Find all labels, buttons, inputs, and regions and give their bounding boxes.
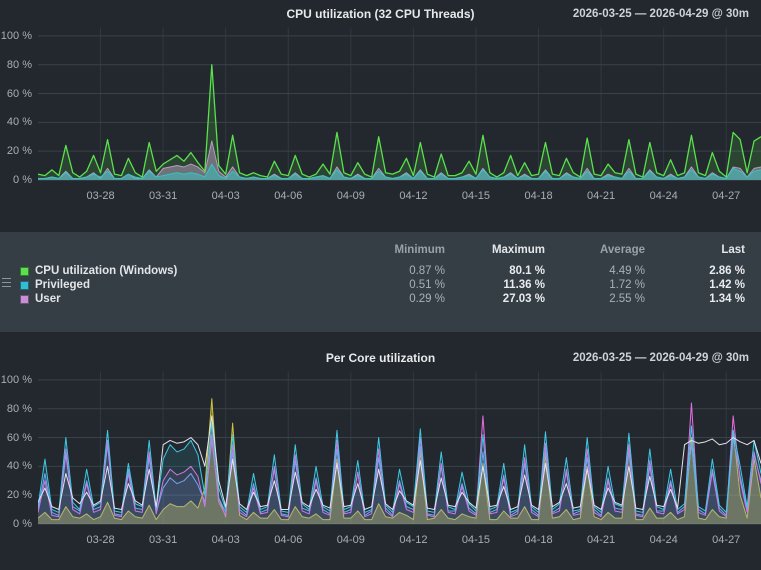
x-axis-label: 04-21 (587, 190, 616, 202)
x-axis-label: 03-31 (149, 190, 178, 202)
cpu-utilization-panel: CPU utilization (32 CPU Threads) 2026-03… (0, 0, 761, 232)
per-core-chart-y-axis: 0 % 20 % 40 % 60 % 80 % 100 % (0, 370, 38, 530)
x-axis-label: 04-15 (461, 534, 491, 546)
y-axis-label: 100 % (0, 29, 32, 42)
per-core-chart-time-range[interactable]: 2026-03-25 — 2026-04-29 @ 30m (572, 352, 749, 364)
per-core-chart-title: Per Core utilization (325, 351, 436, 365)
per-core-chart-plot[interactable] (38, 370, 761, 530)
x-axis-label: 04-18 (524, 534, 553, 546)
x-axis-label: 04-15 (461, 190, 491, 202)
stat-last: 1.42 % (709, 279, 745, 291)
x-axis-label: 04-18 (524, 190, 553, 202)
cpu-chart-body: 0 % 20 % 40 % 60 % 80 % 100 % (0, 26, 761, 186)
stat-max: 80.1 % (509, 265, 545, 277)
x-axis-label: 04-03 (211, 190, 240, 202)
cpu-chart-plot[interactable] (38, 26, 761, 186)
y-axis-label: 60 % (6, 87, 32, 100)
x-axis-label: 04-06 (274, 534, 303, 546)
stat-max: 11.36 % (503, 279, 545, 291)
x-axis-label: 04-09 (336, 534, 365, 546)
stat-last: 2.86 % (709, 265, 745, 277)
x-axis-label: 04-24 (649, 190, 678, 202)
x-axis-label: 04-06 (274, 190, 303, 202)
x-axis-label: 03-28 (86, 190, 115, 202)
legend-row[interactable]: Privileged 0.51 % 11.36 % 1.72 % 1.42 % (20, 278, 745, 292)
y-axis-label: 60 % (6, 431, 32, 444)
cpu-chart-y-axis: 0 % 20 % 40 % 60 % 80 % 100 % (0, 26, 38, 186)
stat-min: 0.51 % (409, 279, 445, 291)
series-name: Privileged (35, 279, 90, 291)
y-axis-label: 40 % (6, 460, 32, 473)
y-axis-label: 80 % (6, 58, 32, 71)
cpu-chart-title: CPU utilization (32 CPU Threads) (286, 7, 475, 21)
legend-header-last[interactable]: Last (721, 244, 745, 256)
y-axis-label: 80 % (6, 402, 32, 415)
legend-rows: CPU utilization (Windows) 0.87 % 80.1 % 4.4… (20, 264, 745, 306)
y-axis-label: 40 % (6, 116, 32, 129)
stat-avg: 4.49 % (609, 265, 645, 277)
x-axis-label: 04-12 (399, 190, 428, 202)
per-core-chart-x-axis: 03-28 03-31 04-03 04-06 04-09 04-12 04-15 04-18… (38, 530, 761, 550)
legend-header-average[interactable]: Average (600, 244, 645, 256)
stat-min: 0.29 % (409, 293, 445, 305)
legend-header-maximum[interactable]: Maximum (491, 244, 545, 256)
legend-row[interactable]: User 0.29 % 27.03 % 2.55 % 1.34 % (20, 292, 745, 306)
cpu-chart-time-range[interactable]: 2026-03-25 — 2026-04-29 @ 30m (572, 8, 749, 20)
stat-avg: 1.72 % (609, 279, 645, 291)
x-axis-label: 03-31 (149, 534, 178, 546)
series-name: User (35, 293, 61, 305)
cpu-chart-x-axis: 03-28 03-31 04-03 04-06 04-09 04-12 04-15 04-18… (38, 186, 761, 206)
per-core-chart-header: Per Core utilization 2026-03-25 — 2026-0… (0, 344, 761, 370)
legend-row[interactable]: CPU utilization (Windows) 0.87 % 80.1 % 4.4… (20, 264, 745, 278)
x-axis-label: 04-27 (712, 190, 741, 202)
y-axis-label: 100 % (0, 373, 32, 386)
y-axis-label: 20 % (6, 145, 32, 158)
cpu-chart-header: CPU utilization (32 CPU Threads) 2026-03… (0, 0, 761, 26)
y-axis-label: 0 % (13, 517, 32, 530)
per-core-utilization-panel: Per Core utilization 2026-03-25 — 2026-0… (0, 332, 761, 570)
series-name: CPU utilization (Windows) (35, 265, 178, 277)
x-axis-label: 04-12 (399, 534, 428, 546)
x-axis-label: 04-27 (712, 534, 741, 546)
stat-max: 27.03 % (502, 293, 545, 305)
legend-header-minimum[interactable]: Minimum (394, 244, 445, 256)
legend-section: Minimum Maximum Average Last CPU utiliza… (0, 232, 761, 332)
series-color-swatch-icon (20, 294, 29, 304)
per-core-chart-body: 0 % 20 % 40 % 60 % 80 % 100 % (0, 370, 761, 530)
y-axis-label: 0 % (13, 173, 32, 186)
series-color-swatch-icon (20, 266, 29, 276)
stat-avg: 2.55 % (609, 293, 645, 305)
x-axis-label: 03-28 (86, 534, 115, 546)
stat-last: 1.34 % (709, 293, 745, 305)
legend-header-row: Minimum Maximum Average Last (20, 244, 745, 256)
x-axis-label: 04-24 (649, 534, 678, 546)
x-axis-label: 04-03 (211, 534, 240, 546)
stat-min: 0.87 % (409, 265, 445, 277)
x-axis-label: 04-21 (587, 534, 616, 546)
x-axis-label: 04-09 (336, 190, 365, 202)
series-color-swatch-icon (20, 280, 29, 290)
legend-drag-handle-icon[interactable] (2, 278, 11, 287)
y-axis-label: 20 % (6, 489, 32, 502)
